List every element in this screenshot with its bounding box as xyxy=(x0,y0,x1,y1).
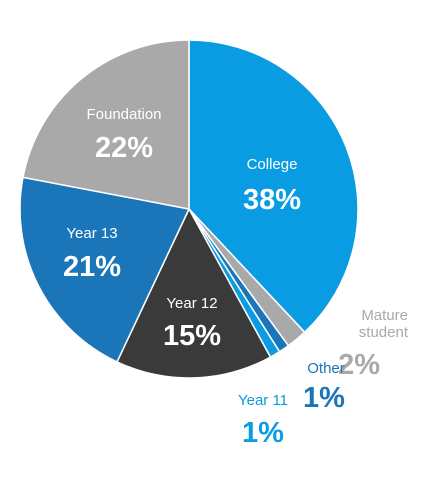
slice-value-foundation: 22% xyxy=(95,132,153,164)
pie-slice-foundation xyxy=(22,39,190,210)
pie-slices xyxy=(19,39,359,379)
slice-label-college: College xyxy=(247,156,298,173)
slice-value-year-11: 1% xyxy=(242,417,284,449)
slice-label-foundation: Foundation xyxy=(86,106,161,123)
pie-slice-college xyxy=(188,39,359,334)
slice-label-year-11: Year 11 xyxy=(238,392,288,409)
slice-value-year-12: 15% xyxy=(163,320,221,352)
slice-value-mature-student: 2% xyxy=(338,349,380,381)
slice-value-college: 38% xyxy=(243,184,301,216)
slice-label-year-13: Year 13 xyxy=(66,225,117,242)
slice-label-year-12: Year 12 xyxy=(166,295,217,312)
slice-label-mature-student: Mature student xyxy=(359,307,409,341)
slice-value-year-13: 21% xyxy=(63,251,121,283)
pie-slice-year-13 xyxy=(19,176,191,363)
pie-slice-year-12 xyxy=(116,207,272,379)
slice-label-other: Other xyxy=(307,360,345,377)
slice-value-other: 1% xyxy=(303,382,345,414)
pie-labels: College 38% Mature student 2%Other 1% Year 11 1… xyxy=(63,106,409,449)
